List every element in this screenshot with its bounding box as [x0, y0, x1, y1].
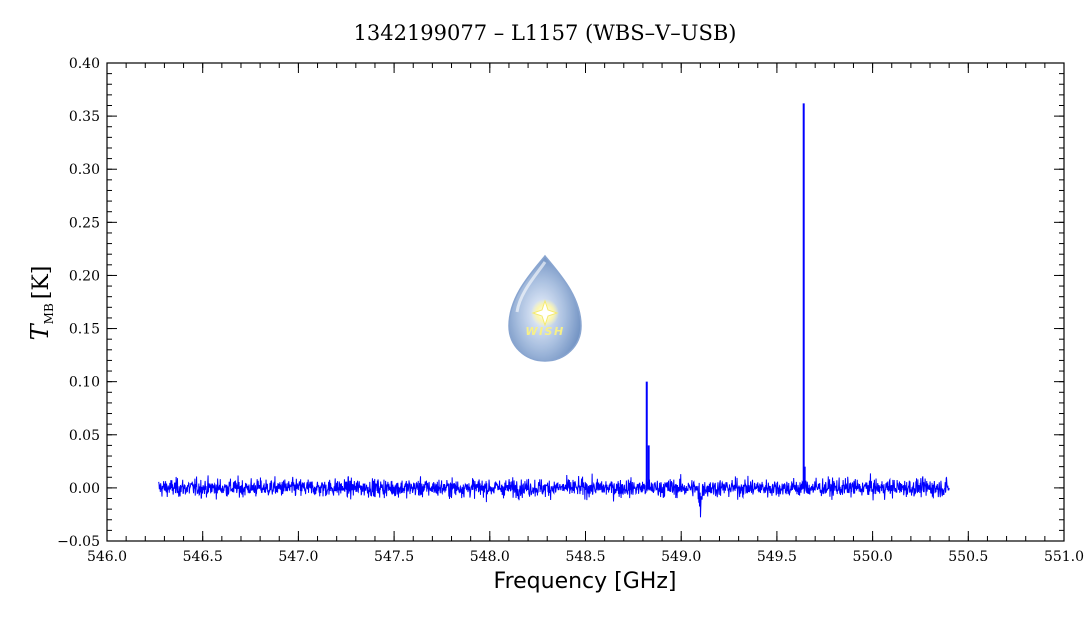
y-tick-label: −0.05	[57, 534, 100, 550]
x-tick-label: 550.0	[853, 549, 893, 565]
x-tick-label: 548.0	[470, 549, 510, 565]
x-tick-label: 546.5	[183, 549, 223, 565]
x-tick-label: 550.5	[948, 549, 988, 565]
y-axis-label: TMB [K]	[26, 266, 56, 341]
axes: 546.0 546.5 547.0 547.5 548.0 548.5 549.0 549.5…	[57, 56, 1084, 565]
y-tick-label: 0.35	[69, 109, 100, 125]
x-tick-label: 549.5	[757, 549, 797, 565]
spectrum-line	[158, 473, 950, 518]
y-tick-label: 0.30	[69, 162, 100, 178]
y-axis-subscript: MB	[42, 303, 56, 324]
y-axis-unit: [K]	[29, 266, 54, 300]
logo-text: WISH	[525, 325, 564, 338]
plot-area	[158, 103, 950, 518]
y-tick-label: 0.25	[69, 215, 100, 231]
y-tick-label: 0.15	[69, 322, 100, 338]
plot-frame	[106, 62, 1065, 542]
x-axis-label: Frequency [GHz]	[494, 569, 677, 594]
y-tick-label: 0.00	[69, 481, 100, 497]
star-icon	[531, 299, 559, 327]
chart-title: 1342199077 – L1157 (WBS–V–USB)	[354, 21, 737, 45]
wish-logo: WISH	[508, 254, 582, 362]
x-tick-label: 548.5	[565, 549, 605, 565]
x-tick-label: 549.0	[661, 549, 701, 565]
y-tick-label: 0.10	[69, 375, 100, 391]
y-tick-label: 0.05	[69, 428, 100, 444]
x-tick-label: 547.5	[374, 549, 414, 565]
x-tick-label: 546.0	[87, 549, 127, 565]
x-tick-label: 547.0	[278, 549, 318, 565]
y-axis-symbol: T	[26, 322, 54, 340]
y-tick-label: 0.40	[69, 56, 100, 72]
y-tick-label: 0.20	[69, 268, 100, 284]
x-tick-label: 551.0	[1044, 549, 1084, 565]
